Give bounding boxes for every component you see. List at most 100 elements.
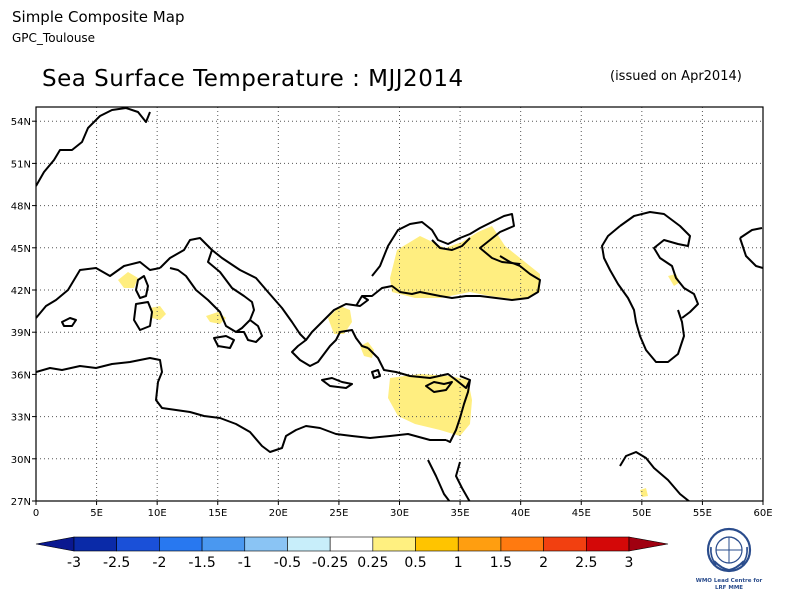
colorbar-bin bbox=[287, 536, 331, 552]
anomaly-caspian bbox=[668, 274, 680, 286]
colorbar-bin bbox=[543, 536, 587, 552]
map-gridlines bbox=[36, 107, 763, 501]
lat-label: 33N bbox=[11, 413, 31, 424]
colorbar: -3 -2.5 -2 -1.5 -1 -0.5 -0.25 0.25 0.5 1 1.5 2 2.5 3 bbox=[35, 536, 669, 571]
lat-label: 45N bbox=[11, 244, 31, 255]
coast-east-asia bbox=[739, 227, 763, 269]
colorbar-label: 1.5 bbox=[490, 555, 512, 571]
map-title: Sea Surface Temperature : MJJ2014 bbox=[42, 66, 464, 92]
colorbar-bin bbox=[586, 536, 630, 552]
colorbar-bin bbox=[457, 536, 502, 552]
coast-italy-heel bbox=[236, 319, 263, 343]
coast-turkey-north bbox=[362, 255, 541, 301]
colorbar-label: -2.5 bbox=[103, 555, 130, 571]
island-crete bbox=[321, 377, 353, 389]
coast-persian-gulf bbox=[619, 451, 691, 501]
coast-turkey bbox=[367, 347, 471, 389]
lat-label: 36N bbox=[11, 370, 31, 381]
colorbar-label: -1 bbox=[238, 555, 252, 571]
lat-label: 30N bbox=[11, 455, 31, 466]
coast-black-sea-north bbox=[371, 213, 521, 277]
anomaly-levant bbox=[388, 374, 472, 436]
colorbar-bin bbox=[201, 536, 246, 552]
wmo-logo: WMO Lead Centre for LRF MME bbox=[689, 527, 769, 597]
colorbar-under-arrow bbox=[35, 536, 75, 552]
lon-label: 50E bbox=[632, 508, 651, 519]
islands bbox=[61, 275, 453, 393]
anomaly-sardinia bbox=[150, 306, 166, 320]
colorbar-bin bbox=[244, 536, 288, 552]
lat-label: 42N bbox=[11, 286, 31, 297]
colorbar-label: -1.5 bbox=[188, 555, 215, 571]
colorbar-label: -0.25 bbox=[312, 555, 348, 571]
lat-label: 27N bbox=[11, 497, 31, 508]
wmo-emblem-icon bbox=[706, 527, 752, 573]
lon-label: 25E bbox=[329, 508, 348, 519]
header-subtitle: GPC_Toulouse bbox=[12, 31, 96, 45]
island-cyprus bbox=[425, 381, 453, 393]
coast-red-sea-west bbox=[427, 459, 451, 501]
lon-label: 55E bbox=[693, 508, 712, 519]
colorbar-bin bbox=[73, 536, 117, 552]
island-corsica bbox=[135, 275, 149, 299]
lon-label: 35E bbox=[451, 508, 470, 519]
coast-levant bbox=[445, 379, 471, 443]
colorbar-bin bbox=[159, 536, 203, 552]
coast-iberia-france bbox=[36, 261, 161, 319]
colorbar-label: 1 bbox=[454, 555, 463, 571]
colorbar-label: -3 bbox=[67, 555, 81, 571]
anomaly-black-sea bbox=[390, 226, 540, 300]
sst-anomaly-areas bbox=[118, 226, 680, 497]
colorbar-label: 3 bbox=[625, 555, 634, 571]
lat-label: 54N bbox=[11, 117, 31, 128]
colorbar-label: -0.5 bbox=[274, 555, 301, 571]
colorbar-label: 2 bbox=[539, 555, 548, 571]
header-title: Simple Composite Map bbox=[12, 8, 185, 26]
issued-date: (issued on Apr2014) bbox=[610, 69, 742, 84]
colorbar-label: -2 bbox=[152, 555, 166, 571]
colorbar-bin bbox=[500, 536, 544, 552]
colorbar-label: 2.5 bbox=[575, 555, 597, 571]
lat-label: 51N bbox=[11, 159, 31, 170]
lon-label: 40E bbox=[511, 508, 530, 519]
lat-label: 39N bbox=[11, 328, 31, 339]
map-axes: 0 5E 10E 15E 20E 25E 30E 35E 40E 45E 50E 55E 60E 27N 3… bbox=[11, 117, 773, 519]
lon-label: 45E bbox=[572, 508, 591, 519]
coast-europe-north bbox=[36, 107, 151, 187]
island-sardinia bbox=[133, 301, 153, 331]
coast-caspian-north bbox=[619, 211, 699, 319]
lat-label: 48N bbox=[11, 202, 31, 213]
lon-label: 60E bbox=[753, 508, 772, 519]
colorbar-bin bbox=[415, 536, 459, 552]
colorbar-bin bbox=[329, 536, 374, 552]
island-balearic bbox=[61, 317, 77, 327]
coastlines bbox=[36, 107, 763, 501]
lon-label: 30E bbox=[390, 508, 409, 519]
coast-red-sea-east bbox=[455, 461, 471, 501]
anomaly-aegean bbox=[328, 306, 352, 334]
coast-crimea bbox=[431, 237, 471, 251]
island-rhodes bbox=[371, 369, 381, 379]
coast-adriatic-balkans bbox=[211, 249, 369, 341]
coast-italy bbox=[159, 237, 255, 333]
anomaly-corsica bbox=[118, 272, 138, 288]
lon-label: 15E bbox=[208, 508, 227, 519]
lon-label: 5E bbox=[90, 508, 103, 519]
colorbar-bin bbox=[116, 536, 160, 552]
colorbar-over-arrow bbox=[628, 536, 669, 552]
colorbar-label: 0.5 bbox=[404, 555, 426, 571]
coast-africa bbox=[36, 357, 446, 453]
coast-greece bbox=[291, 329, 369, 367]
anomaly-crete-east bbox=[360, 342, 374, 358]
colorbar-bin bbox=[372, 536, 416, 552]
lon-label: 20E bbox=[269, 508, 288, 519]
island-sicily bbox=[213, 335, 235, 349]
logo-text-line1: WMO Lead Centre for bbox=[695, 578, 763, 584]
lon-label: 10E bbox=[148, 508, 167, 519]
anomaly-gulf bbox=[640, 488, 648, 497]
coast-caspian-west bbox=[601, 225, 685, 363]
logo-text-line2: LRF MME bbox=[714, 585, 744, 591]
colorbar-label: 0.25 bbox=[357, 555, 388, 571]
lon-label: 0 bbox=[33, 508, 39, 519]
